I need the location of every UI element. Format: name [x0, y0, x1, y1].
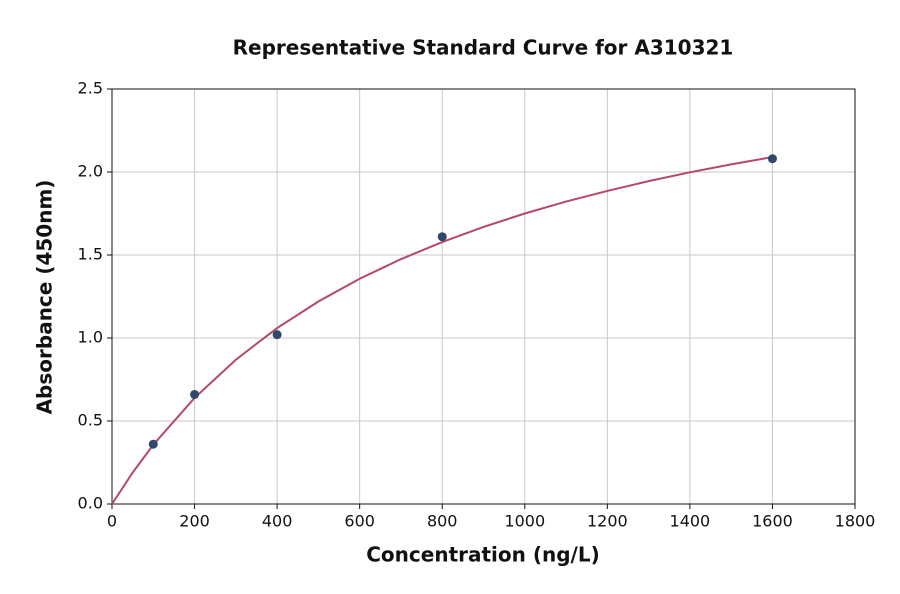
- data-point: [148, 439, 158, 449]
- data-point: [767, 154, 777, 164]
- x-tick-label: 1000: [504, 512, 545, 531]
- chart-title: Representative Standard Curve for A31032…: [233, 36, 734, 60]
- x-tick-label: 400: [262, 512, 293, 531]
- x-tick-label: 1200: [587, 512, 628, 531]
- x-axis-label: Concentration (ng/L): [366, 543, 599, 567]
- x-tick-label: 1600: [752, 512, 793, 531]
- y-tick-label: 2.5: [78, 79, 103, 98]
- x-tick-label: 0: [107, 512, 117, 531]
- plot-frame: [111, 88, 856, 505]
- y-tick-label: 1.5: [78, 245, 103, 264]
- y-tick-label: 0.0: [78, 494, 103, 513]
- data-point: [437, 232, 447, 242]
- x-tick-label: 1800: [835, 512, 876, 531]
- x-tick-label: 800: [427, 512, 458, 531]
- y-tick-label: 0.5: [78, 411, 103, 430]
- data-point: [272, 330, 282, 340]
- x-tick-label: 600: [344, 512, 375, 531]
- fit-curve: [111, 156, 773, 505]
- y-tick-label: 2.0: [78, 162, 103, 181]
- x-tick-label: 1400: [670, 512, 711, 531]
- x-tick-label: 200: [179, 512, 210, 531]
- y-tick-label: 1.0: [78, 328, 103, 347]
- data-point: [190, 389, 200, 399]
- y-axis-label: Absorbance (450nm): [33, 180, 57, 415]
